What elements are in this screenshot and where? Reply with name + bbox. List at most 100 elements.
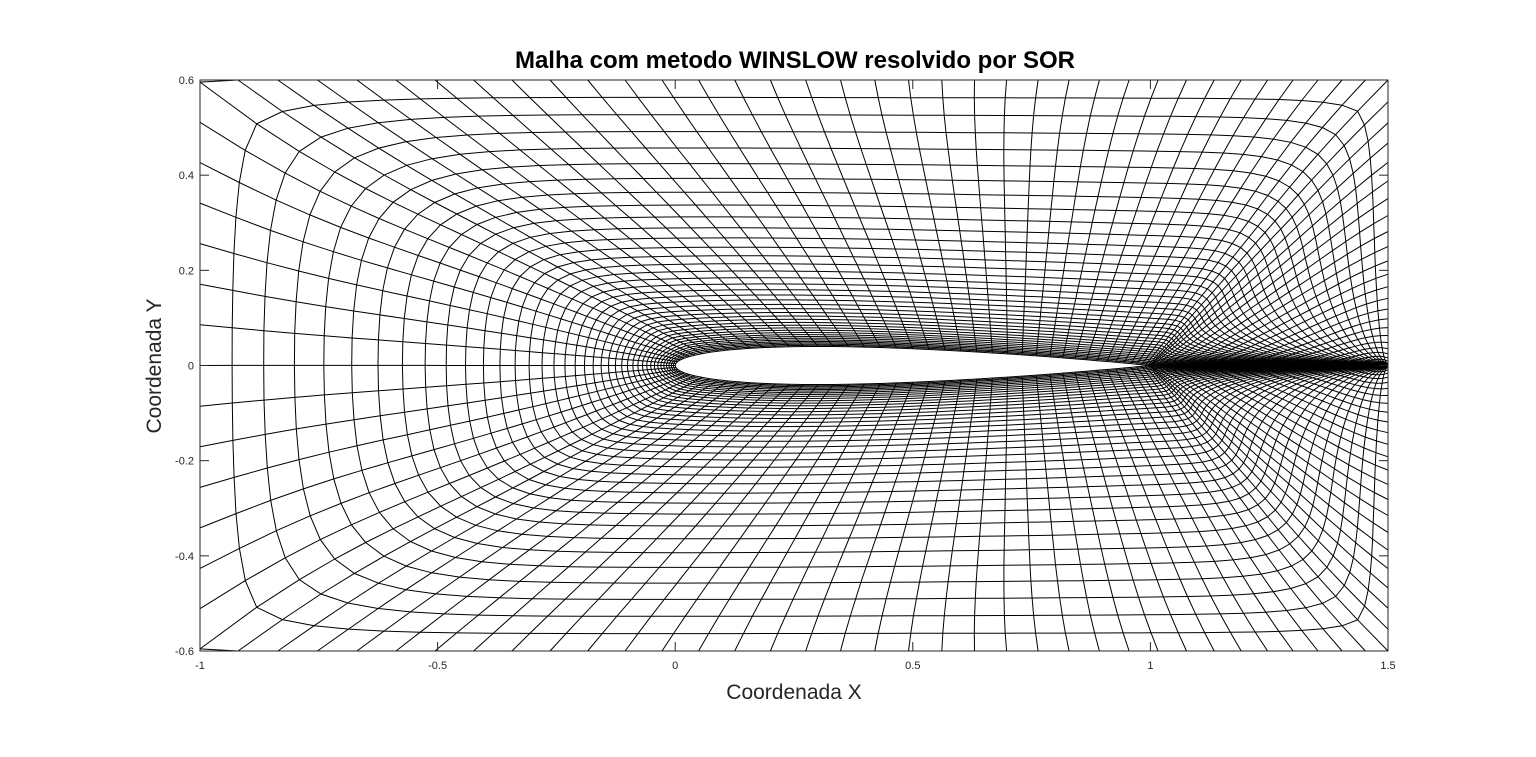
mesh-line-radial (1115, 368, 1269, 652)
y-axis-title: Coordenada Y (143, 298, 166, 433)
mesh-line-radial (1217, 365, 1389, 434)
mesh-line-radial (199, 372, 685, 529)
mesh-line-radial (356, 79, 740, 350)
mesh-line-radial (1149, 122, 1389, 366)
mesh-line-radial (237, 79, 711, 353)
mesh-line-radial (874, 79, 946, 351)
mesh-line-radial (769, 382, 898, 652)
x-tick-label: -1 (195, 660, 205, 672)
y-tick-label: 0.2 (179, 265, 194, 277)
mesh-line-radial (1188, 260, 1389, 366)
mesh-line-radial (1136, 366, 1343, 652)
mesh-line-radial (1228, 308, 1389, 366)
mesh-line-radial (1338, 358, 1389, 366)
y-tick-label: -0.4 (175, 551, 194, 563)
y-tick-label: 0 (188, 361, 194, 373)
mesh-line-radial (1159, 365, 1389, 533)
y-tick-label: -0.6 (175, 646, 194, 658)
mesh-line-radial (237, 378, 711, 652)
mesh-line-radial (908, 79, 962, 352)
mesh-line-radial (769, 79, 898, 349)
mesh-line-radial (1279, 341, 1389, 366)
mesh-line-radial (549, 79, 804, 347)
x-tick-label: 0.5 (905, 660, 920, 672)
mesh-line-radial (199, 202, 685, 359)
mesh-line-radial (624, 79, 834, 347)
mesh-line-radial (199, 370, 681, 488)
mesh-line-radial (1155, 180, 1389, 366)
mesh-line-radial (1096, 79, 1215, 361)
mesh-line-radial (199, 283, 678, 363)
mesh-grid (199, 79, 1389, 652)
mesh-line-radial (1179, 365, 1389, 485)
mesh-line-radial (1307, 351, 1389, 366)
mesh-line-radial (1003, 79, 1008, 354)
mesh-line-radial (1179, 246, 1389, 366)
mesh-line-radial (1252, 327, 1389, 366)
mesh-line-radial (1217, 297, 1389, 366)
mesh-line-radial (199, 376, 703, 650)
mesh-line-radial (1371, 363, 1389, 366)
mesh-line-radial (1003, 377, 1008, 652)
mesh-line-radial (199, 373, 690, 569)
mesh-line-radial (1147, 365, 1389, 630)
mesh-line-radial (1240, 318, 1389, 366)
mesh-line-radial (1115, 79, 1269, 363)
mesh-line-radial (587, 79, 819, 347)
x-tick-label: 0 (672, 660, 678, 672)
mesh-line-radial (1279, 365, 1389, 390)
mesh-line-radial (199, 324, 676, 365)
mesh-line-radial (1141, 365, 1366, 652)
mesh-line-radial (199, 121, 696, 356)
y-tick-label: -0.2 (175, 456, 194, 468)
mesh-line-radial (1197, 365, 1389, 458)
mesh-line-radial (1322, 355, 1389, 366)
mesh-line-radial (1165, 215, 1389, 366)
mesh-line-radial (1265, 335, 1389, 366)
mesh-line-radial (395, 79, 751, 349)
mesh-line-radial (1151, 162, 1389, 366)
mesh-line-radial (661, 384, 850, 652)
mesh-line-radial (1155, 365, 1389, 551)
mesh-line-radial (1145, 79, 1389, 366)
mesh-line-radial (1228, 365, 1389, 423)
mesh-line-radial (1150, 142, 1389, 366)
mesh-line-radial (1136, 79, 1343, 365)
mesh-line-radial (1197, 273, 1389, 366)
mesh-line-radial (434, 79, 764, 348)
mesh-line-radial (1021, 376, 1039, 652)
mesh-line-radial (973, 79, 993, 354)
mesh-line-radial (840, 381, 930, 652)
mesh-line-radial (1293, 365, 1389, 384)
mesh-line-radial (1074, 371, 1159, 652)
mesh-line-radial (1240, 365, 1389, 413)
mesh-line-radial (199, 81, 703, 355)
mesh-line-radial (199, 366, 676, 407)
mesh-line-radial (698, 79, 865, 348)
mesh-line-radial (1062, 79, 1130, 359)
mesh-line-radial (941, 79, 978, 353)
mesh-line-radial (805, 382, 914, 652)
y-tick-label: 0.4 (179, 170, 194, 182)
mesh-line-radial (1049, 79, 1100, 357)
x-tick-label: 1 (1147, 660, 1153, 672)
x-axis-title: Coordenada X (726, 681, 861, 704)
mesh-line-radial (1354, 361, 1389, 366)
mesh-line-radial (511, 383, 790, 652)
mesh-line-radial (511, 79, 790, 348)
x-axis-ticks: -1 -0.5 0 0.5 1 1.5 (195, 80, 1396, 672)
mesh-line-radial (661, 79, 850, 347)
mesh-line-radial (1035, 375, 1070, 652)
mesh-line-radial (1149, 365, 1389, 609)
mesh-line-radial (1106, 369, 1242, 652)
mesh-line-radial (199, 162, 690, 358)
mesh-line-radial (840, 79, 930, 350)
mesh-line-radial (434, 383, 764, 652)
mesh-line-radial (356, 381, 740, 652)
mesh-line-radial (805, 79, 914, 349)
mesh-line-radial (199, 375, 696, 610)
mesh-line-radial (1252, 365, 1389, 404)
x-tick-label: -0.5 (428, 660, 447, 672)
